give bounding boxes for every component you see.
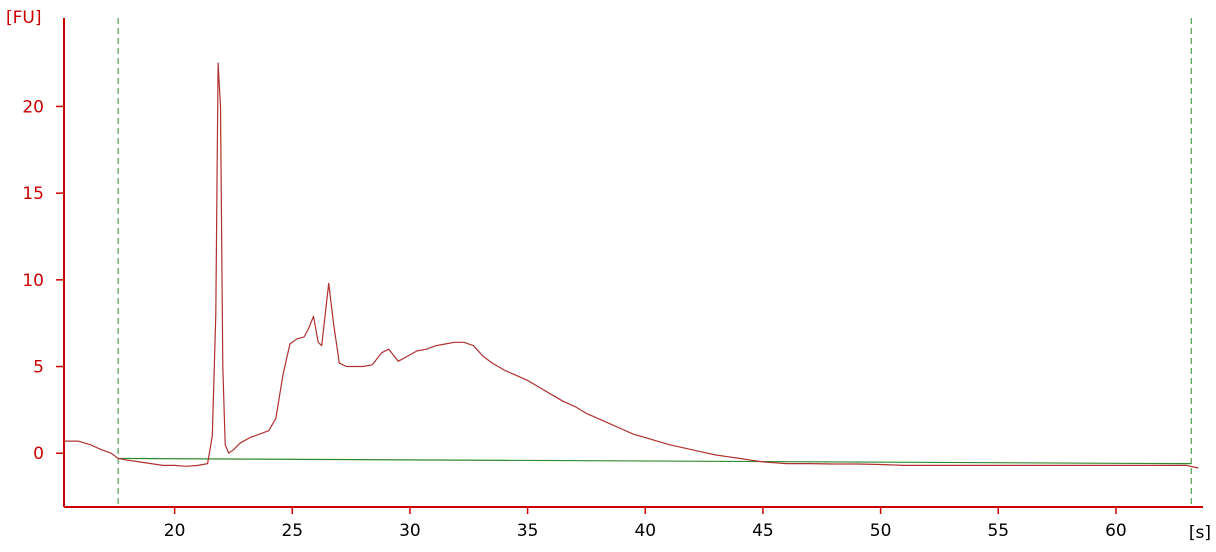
x-tick-label: 60 <box>1105 521 1127 541</box>
axes <box>63 18 1203 508</box>
x-tick-label: 25 <box>281 521 303 541</box>
y-tick-label: 15 <box>22 184 44 204</box>
baseline-line <box>118 457 1192 465</box>
y-tick-label: 20 <box>22 97 44 117</box>
region-markers <box>117 18 1192 507</box>
x-tick-label: 30 <box>399 521 421 541</box>
y-axis-unit-label: [FU] <box>6 8 42 28</box>
x-tick-label: 55 <box>987 521 1009 541</box>
x-tick-label: 35 <box>517 521 539 541</box>
y-tick-label: 0 <box>33 444 44 464</box>
x-tick-label: 40 <box>634 521 656 541</box>
y-tick-label: 5 <box>33 358 44 378</box>
x-tick-label: 20 <box>164 521 186 541</box>
x-tick-label: 50 <box>870 521 892 541</box>
series-line-1 <box>64 62 1199 469</box>
x-axis-unit-label: [s] <box>1189 523 1211 543</box>
x-tick-label: 45 <box>752 521 774 541</box>
x-ticks: 20 25 30 35 40 45 50 55 60 <box>164 507 1127 541</box>
y-ticks: 0 5 10 15 20 <box>22 97 64 464</box>
y-tick-label: 10 <box>22 271 44 291</box>
baseline-layer <box>118 457 1192 465</box>
trace-layer <box>64 62 1199 469</box>
